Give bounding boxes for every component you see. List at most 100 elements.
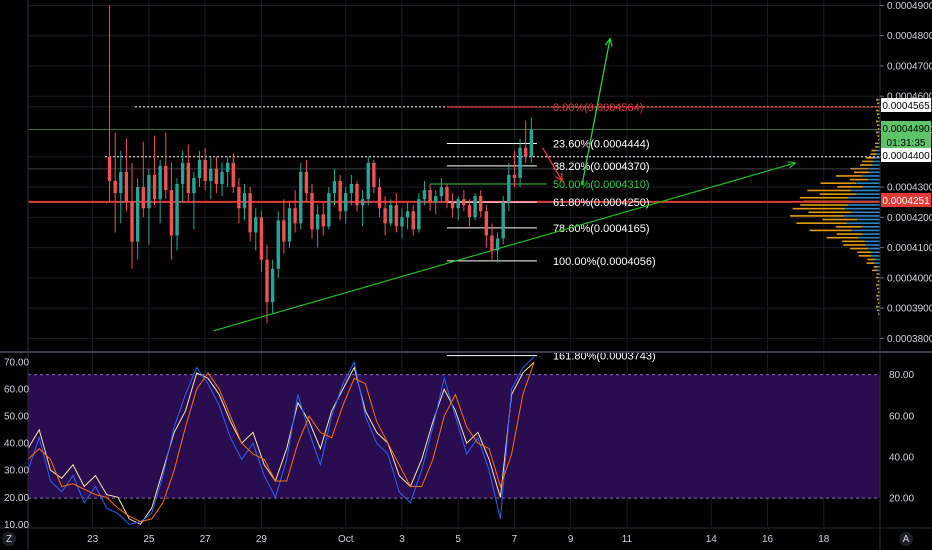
- oscillator-band: [28, 374, 880, 499]
- volume-bar: [799, 196, 848, 199]
- fib-level-label: 38.20%(0.0004370): [553, 161, 650, 173]
- candle-body: [445, 187, 449, 203]
- candle-body: [422, 190, 427, 200]
- volume-bar: [878, 287, 880, 290]
- candle-body: [473, 196, 477, 218]
- auto-scale-button[interactable]: [899, 532, 913, 546]
- candle-body: [186, 162, 190, 194]
- candle-body: [428, 190, 432, 203]
- volume-bar: [878, 313, 880, 315]
- candle-body: [355, 184, 359, 206]
- volume-bar: [878, 305, 880, 308]
- candle-body: [130, 202, 134, 242]
- time-tick-label: 3: [399, 534, 405, 545]
- price-tick-label: 0.0003900: [887, 304, 932, 315]
- candle-body: [237, 187, 241, 209]
- volume-bar: [858, 255, 872, 257]
- volume-bar: [878, 295, 880, 297]
- price-tick-label: 0.0004200: [887, 213, 932, 224]
- volume-bar: [862, 186, 880, 188]
- oscillator-right-tick: 20.00: [889, 494, 914, 505]
- time-tick-label: 11: [622, 534, 633, 545]
- candle-body: [490, 235, 494, 251]
- volume-bar: [877, 138, 880, 141]
- oscillator-left-tick: 70.00: [4, 358, 29, 369]
- candle-body: [315, 214, 320, 230]
- volume-bar: [854, 171, 870, 174]
- volume-bar: [878, 142, 880, 145]
- oscillator-right-tick: 60.00: [889, 411, 914, 422]
- candle-body: [389, 205, 393, 224]
- candle-body: [338, 180, 342, 212]
- up-arrow[interactable]: [581, 38, 611, 186]
- candle-body: [344, 193, 348, 212]
- support-trendline[interactable]: [213, 161, 797, 332]
- time-axis[interactable]: 23 25 27 29 Oct 3 5 7 9 11 14 16 18: [87, 534, 830, 545]
- volume-bar: [878, 109, 880, 112]
- candle-body: [439, 187, 444, 197]
- volume-bar: [847, 196, 880, 199]
- volume-bar: [877, 113, 879, 116]
- candle-body: [180, 162, 185, 185]
- volume-bar: [871, 255, 880, 257]
- time-tick-label: 18: [818, 534, 830, 545]
- volume-bar: [878, 117, 880, 119]
- volume-bar: [835, 175, 863, 177]
- candlestick-series: [107, 5, 534, 324]
- candle-body: [327, 193, 331, 227]
- volume-bar: [864, 240, 880, 243]
- zoom-reset-button[interactable]: [2, 532, 16, 546]
- volume-bar: [869, 171, 880, 174]
- volume-bar: [845, 207, 880, 210]
- volume-bar: [878, 298, 880, 301]
- volume-bar: [876, 273, 879, 275]
- price-tick-label: 0.0004600: [887, 92, 932, 103]
- candle-body: [529, 129, 534, 157]
- candle-body: [141, 187, 145, 209]
- volume-bar: [872, 160, 880, 163]
- candle-body: [192, 177, 196, 194]
- candle-body: [282, 220, 286, 242]
- candle-body: [147, 174, 151, 209]
- candle-body: [349, 184, 354, 194]
- candle-body: [484, 211, 489, 236]
- volume-bar: [876, 153, 880, 155]
- volume-bar: [878, 127, 880, 130]
- candle-body: [124, 171, 129, 203]
- volume-bar: [856, 182, 880, 185]
- candle-body: [405, 211, 410, 218]
- candle-body: [242, 193, 247, 209]
- volume-bar: [862, 225, 880, 228]
- candle-body: [524, 147, 528, 157]
- volume-bar: [860, 164, 873, 166]
- volume-bar: [848, 204, 880, 206]
- price-tick-label: 0.0004800: [887, 31, 932, 42]
- time-tick-label: 14: [706, 534, 718, 545]
- down-arrow[interactable]: [542, 147, 563, 182]
- volume-bar: [858, 236, 880, 239]
- time-tick-label: 16: [762, 534, 774, 545]
- support-trendline-line[interactable]: [213, 162, 796, 332]
- lower-dotted-tag: 0.0004400: [882, 151, 930, 162]
- volume-bar: [877, 102, 879, 105]
- volume-bar: [876, 98, 879, 101]
- candle-body: [254, 217, 258, 233]
- candle-countdown: 01:31:35: [887, 138, 926, 149]
- candle-body: [450, 202, 455, 209]
- volume-bar: [849, 178, 868, 181]
- volume-bar: [867, 258, 875, 261]
- candle-body: [512, 174, 517, 178]
- corner-right-label: A: [903, 534, 910, 545]
- volume-bar: [877, 265, 880, 268]
- volume-bar: [862, 160, 873, 163]
- fibonacci-retracement[interactable]: 0.00%(0.0004564) 23.60%(0.0004444) 38.20%(…: [430, 102, 880, 363]
- corner-buttons[interactable]: Z A: [2, 532, 913, 546]
- volume-bar: [876, 149, 880, 152]
- volume-bar: [878, 113, 880, 116]
- candle-body: [119, 171, 123, 194]
- candle-body: [310, 193, 314, 230]
- volume-bar: [867, 178, 880, 181]
- volume-bar: [819, 193, 856, 195]
- candle-body: [467, 205, 472, 218]
